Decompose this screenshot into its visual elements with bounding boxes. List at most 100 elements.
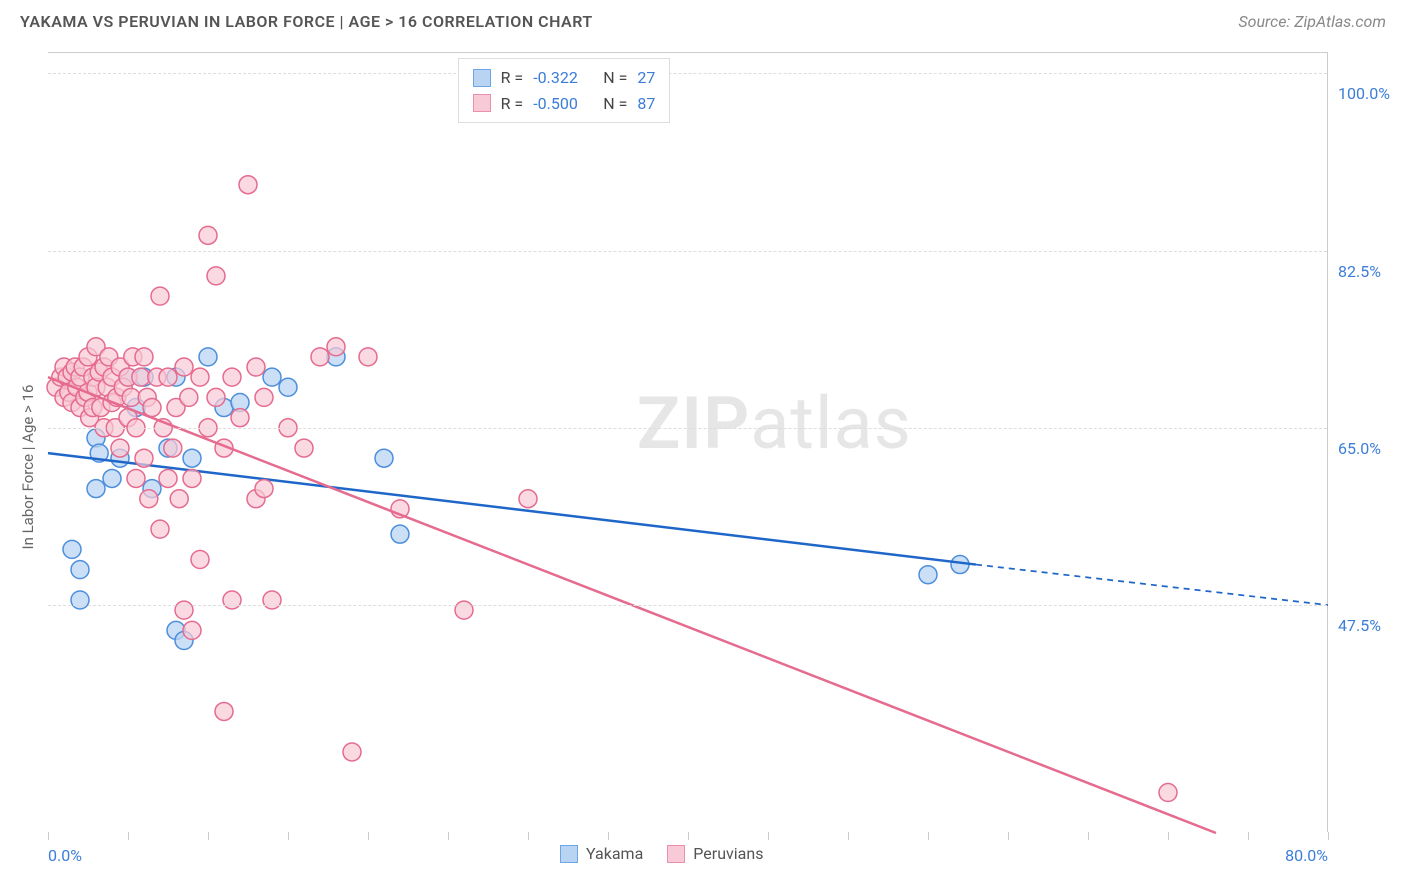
data-point: [159, 368, 177, 386]
chart-plot-area: ZIPatlas: [48, 52, 1328, 832]
data-point: [215, 702, 233, 720]
data-point: [140, 490, 158, 508]
legend-r-value: -0.322: [533, 65, 593, 91]
legend-n-label: N =: [603, 91, 627, 117]
x-tick: [608, 832, 609, 840]
data-point: [343, 743, 361, 761]
scatter-svg: [48, 53, 1328, 833]
data-point: [191, 368, 209, 386]
data-point: [207, 267, 225, 285]
x-tick: [688, 832, 689, 840]
data-point: [135, 449, 153, 467]
chart-source: Source: ZipAtlas.com: [1238, 12, 1386, 31]
y-tick-label: 100.0%: [1338, 84, 1390, 103]
data-point: [1159, 783, 1177, 801]
chart-header: YAKAMA VS PERUVIAN IN LABOR FORCE | AGE …: [0, 0, 1406, 39]
x-tick: [1168, 832, 1169, 840]
x-tick: [1088, 832, 1089, 840]
x-tick: [208, 832, 209, 840]
data-point: [919, 566, 937, 584]
legend-series-label: Yakama: [586, 844, 643, 863]
data-point: [183, 621, 201, 639]
data-point: [180, 388, 198, 406]
data-point: [71, 561, 89, 579]
data-point: [455, 601, 473, 619]
data-point: [295, 439, 313, 457]
legend-swatch: [560, 845, 578, 863]
data-point: [231, 409, 249, 427]
legend-series-label: Peruvians: [693, 844, 763, 863]
data-point: [87, 480, 105, 498]
gridline: [48, 428, 1327, 429]
series-legend: Yakama Peruvians: [560, 844, 763, 863]
x-tick: [928, 832, 929, 840]
legend-swatch: [473, 69, 491, 87]
y-tick-label: 82.5%: [1338, 262, 1381, 281]
data-point: [159, 469, 177, 487]
data-point: [255, 480, 273, 498]
data-point: [255, 388, 273, 406]
data-point: [170, 490, 188, 508]
x-tick: [1328, 832, 1329, 840]
legend-swatch: [473, 94, 491, 112]
x-axis-min-label: 0.0%: [48, 846, 82, 865]
x-tick: [768, 832, 769, 840]
data-point: [263, 368, 281, 386]
data-point: [175, 358, 193, 376]
data-point: [191, 550, 209, 568]
gridline: [48, 251, 1327, 252]
legend-series-item: Peruvians: [667, 844, 763, 863]
x-tick: [848, 832, 849, 840]
legend-n-label: N =: [603, 65, 627, 91]
x-tick: [128, 832, 129, 840]
x-axis-max-label: 80.0%: [1285, 846, 1328, 865]
data-point: [143, 399, 161, 417]
data-point: [175, 601, 193, 619]
y-tick-label: 65.0%: [1338, 439, 1381, 458]
chart-title: YAKAMA VS PERUVIAN IN LABOR FORCE | AGE …: [20, 12, 593, 31]
data-point: [151, 520, 169, 538]
x-tick: [368, 832, 369, 840]
y-axis-label: In Labor Force | Age > 16: [19, 367, 37, 567]
data-point: [223, 368, 241, 386]
data-point: [247, 358, 265, 376]
legend-series-item: Yakama: [560, 844, 643, 863]
data-point: [279, 378, 297, 396]
legend-r-value: -0.500: [533, 91, 593, 117]
gridline: [48, 73, 1327, 74]
legend-correlation-row: R = -0.500 N = 87: [473, 91, 656, 117]
data-point: [127, 469, 145, 487]
data-point: [359, 348, 377, 366]
data-point: [207, 388, 225, 406]
data-point: [391, 525, 409, 543]
trend-line-extrapolated: [976, 565, 1328, 606]
legend-n-value: 27: [637, 65, 655, 91]
legend-n-value: 87: [637, 91, 655, 117]
legend-r-label: R =: [501, 91, 524, 117]
x-tick: [48, 832, 49, 840]
x-tick: [288, 832, 289, 840]
data-point: [223, 591, 241, 609]
y-tick-label: 47.5%: [1338, 616, 1381, 635]
legend-r-label: R =: [501, 65, 524, 91]
data-point: [63, 540, 81, 558]
x-tick: [1248, 832, 1249, 840]
correlation-legend: R = -0.322 N = 27 R = -0.500 N = 87: [458, 58, 671, 123]
data-point: [71, 591, 89, 609]
data-point: [311, 348, 329, 366]
data-point: [164, 439, 182, 457]
data-point: [199, 226, 217, 244]
legend-correlation-row: R = -0.322 N = 27: [473, 65, 656, 91]
data-point: [151, 287, 169, 305]
data-point: [263, 591, 281, 609]
data-point: [199, 348, 217, 366]
data-point: [103, 469, 121, 487]
trend-line: [48, 453, 976, 564]
x-tick: [528, 832, 529, 840]
data-point: [183, 469, 201, 487]
data-point: [519, 490, 537, 508]
data-point: [375, 449, 393, 467]
data-point: [135, 348, 153, 366]
data-point: [239, 176, 257, 194]
gridline: [48, 605, 1327, 606]
